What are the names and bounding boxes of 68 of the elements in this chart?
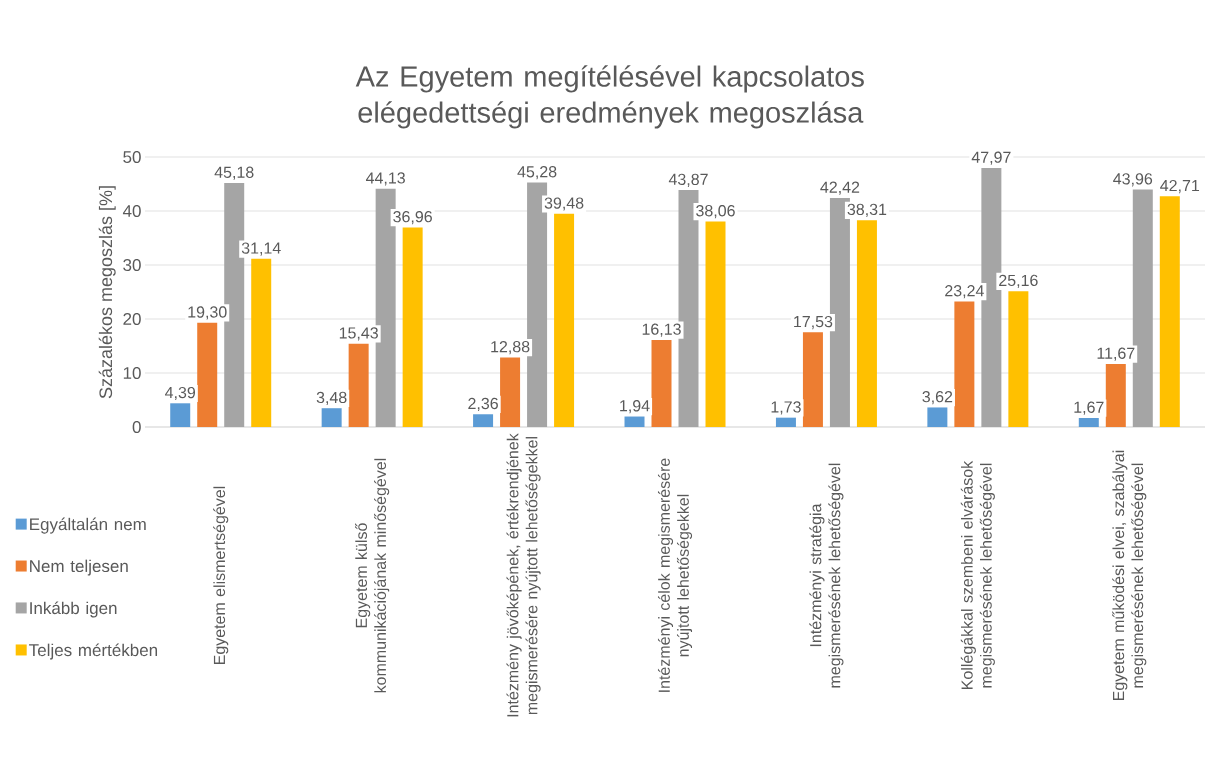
y-tick-label: 10 (123, 366, 141, 380)
bar (856, 220, 877, 427)
x-tick-label: Intézményi célok megismerésére nyújtott lehetőségekkel (657, 458, 693, 692)
y-tick-label: 0 (132, 420, 141, 434)
data-label: 19,30 (188, 306, 227, 320)
bar (624, 416, 645, 427)
data-label: 23,24 (945, 285, 984, 299)
x-tick-label: Kollégákkal szembeni elvárások megismerésének lehetőségével (960, 460, 995, 689)
x-tick-label: Egyetem működési elvei, szabályai megismerésének lehetőségével (1112, 450, 1147, 701)
y-tick-label: 20 (123, 312, 141, 326)
data-label: 38,06 (696, 205, 735, 219)
bar (927, 407, 948, 427)
data-label: 36,96 (393, 211, 432, 225)
bar (402, 227, 423, 427)
data-label: 1,67 (1074, 401, 1104, 415)
legend-label: Teljes mértékben (29, 643, 158, 660)
bar (775, 417, 796, 427)
bar (1078, 417, 1099, 427)
data-label: 1,94 (620, 400, 650, 414)
chart-title: Az Egyetem megítélésével kapcsolatos elégedettségi eredmények megoszlása (355, 65, 864, 129)
bar (954, 301, 975, 427)
legend-label: Egyáltalán nem (30, 517, 146, 534)
bar (251, 258, 272, 427)
data-label: 25,16 (999, 274, 1038, 288)
data-label: 16,13 (642, 323, 681, 337)
data-label: 3,48 (316, 391, 347, 405)
data-label: 11,67 (1097, 347, 1135, 361)
bar (197, 322, 218, 427)
data-label: 42,71 (1160, 179, 1200, 194)
y-axis-title: Százalékos megoszlás [%] (98, 186, 116, 399)
data-label: 31,14 (241, 242, 281, 256)
x-tick-label: Intézményi stratégia megismerésének lehetőségével (809, 463, 844, 688)
data-label: 17,53 (794, 315, 833, 330)
data-label: 1,73 (771, 401, 801, 415)
y-tick-label: 50 (123, 150, 141, 164)
bar (1159, 196, 1180, 427)
legend-label: Inkább igen (30, 601, 117, 618)
x-tick-label: Egyetem elismertségével (213, 486, 229, 665)
data-label: 44,13 (365, 172, 405, 186)
bar (705, 221, 726, 427)
x-tick-label: Egyetem külső kommunikációjának minőségével (355, 458, 390, 693)
bar (651, 339, 672, 427)
bar (321, 408, 342, 427)
bar (500, 357, 521, 427)
data-label: 4,39 (165, 386, 196, 401)
bar (554, 213, 575, 427)
data-label: 3,62 (922, 391, 953, 405)
data-label: 38,31 (847, 203, 887, 217)
data-label: 42,42 (820, 181, 860, 195)
data-label: 39,48 (544, 197, 584, 211)
data-label: 45,28 (517, 166, 557, 180)
bar (802, 332, 823, 427)
bar (473, 414, 494, 427)
bar (170, 403, 191, 427)
data-label: 43,87 (668, 173, 708, 187)
x-tick-label: Intézmény jövőképének, értékrendjének megismerésére nyújtott lehetőségekkel (506, 433, 541, 717)
y-tick-label: 40 (122, 204, 141, 218)
y-tick-label: 30 (123, 258, 141, 272)
data-label: 47,97 (971, 151, 1011, 165)
data-label: 45,18 (214, 166, 254, 180)
data-label: 43,96 (1113, 173, 1153, 187)
bar (348, 343, 369, 427)
data-label: 12,88 (491, 341, 530, 355)
bar (1105, 363, 1126, 427)
data-label: 15,43 (339, 327, 378, 341)
bar (1008, 291, 1029, 427)
legend-label: Nem teljesen (30, 559, 128, 576)
data-label: 2,36 (468, 397, 498, 412)
